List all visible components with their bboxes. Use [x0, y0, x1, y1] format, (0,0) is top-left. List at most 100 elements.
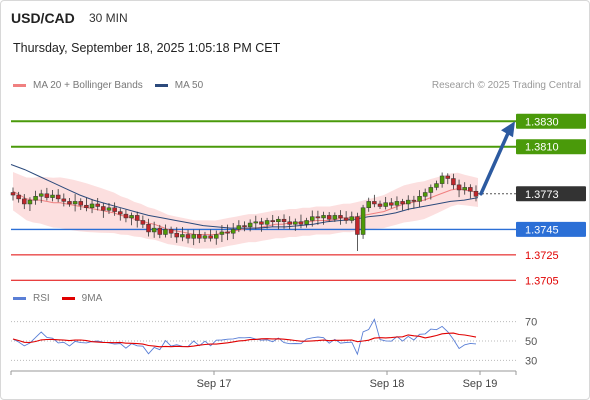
candle-body	[349, 216, 355, 221]
candle-body	[304, 220, 309, 225]
candle-body	[247, 222, 253, 228]
candle-body	[332, 215, 338, 220]
level-label-1.3773: 1.3773	[525, 189, 559, 201]
candle-body	[168, 229, 174, 234]
candle-body	[197, 234, 202, 239]
candle-body	[360, 207, 366, 235]
candle-body	[468, 187, 473, 192]
candle-body	[112, 207, 117, 212]
candle-body	[372, 201, 377, 205]
rsi-level-label-70: 70	[525, 317, 537, 329]
candle-body	[16, 194, 21, 200]
candle-body	[411, 199, 417, 202]
candle-body	[321, 215, 326, 219]
legend-ma20: MA 20 + Bollinger Bands	[13, 80, 143, 91]
candle-body	[253, 221, 259, 224]
price-legend: MA 20 + Bollinger Bands MA 50	[13, 80, 215, 91]
candle-body	[264, 220, 270, 225]
candle-body	[462, 187, 467, 191]
legend-ma20-label: MA 20 + Bollinger Bands	[33, 80, 143, 91]
candle-body	[185, 234, 191, 239]
rsi-line	[12, 318, 477, 356]
candle-body	[225, 231, 230, 234]
interval-label: 30 MIN	[89, 11, 128, 25]
candle-body	[422, 192, 428, 197]
candle-body	[163, 229, 168, 235]
candle-body	[394, 201, 400, 206]
candle-body	[27, 199, 33, 205]
timestamp: Thursday, September 18, 2025 1:05:18 PM …	[13, 41, 281, 55]
candle-body	[191, 234, 196, 239]
rsi-legend: RSI 9MA	[13, 293, 114, 304]
candle-body	[72, 201, 78, 205]
candle-body	[134, 215, 140, 221]
candle-body	[242, 225, 247, 228]
x-tick-label: Sep 19	[463, 378, 498, 390]
candle-body	[445, 175, 451, 179]
credit-text: Research © 2025 Trading Central	[431, 80, 581, 91]
level-badge-1.3810	[516, 139, 586, 155]
x-tick-label: Sep 18	[370, 378, 405, 390]
level-badge-1.3830	[516, 113, 586, 129]
legend-rsi-label: RSI	[33, 293, 50, 304]
candle-body	[400, 201, 405, 205]
candle-body	[89, 203, 95, 209]
candles-group	[10, 172, 479, 252]
candle-body	[298, 221, 304, 225]
candle-body	[219, 231, 225, 235]
candle-body	[439, 175, 445, 184]
candle-body	[230, 229, 236, 234]
level-label-1.3725: 1.3725	[525, 250, 559, 262]
candle-body	[434, 183, 439, 188]
level-label-1.3705: 1.3705	[525, 275, 559, 287]
ma9-swatch	[61, 297, 75, 300]
candle-body	[383, 202, 388, 207]
candle-body	[50, 194, 55, 198]
candle-body	[157, 227, 163, 235]
candle-body	[33, 196, 38, 201]
bollinger-band	[13, 172, 478, 249]
candle-body	[174, 232, 179, 238]
legend-9ma: 9MA	[61, 293, 103, 304]
legend-ma50-label: MA 50	[174, 80, 204, 91]
candle-body	[129, 215, 134, 219]
level-badge-1.3745	[516, 221, 586, 237]
candle-body	[293, 221, 298, 225]
candle-body	[270, 220, 275, 223]
candle-body	[146, 224, 151, 233]
candle-body	[95, 203, 100, 207]
ma20-swatch	[13, 84, 26, 87]
candle-body	[417, 196, 422, 202]
candle-body	[78, 201, 84, 206]
candle-body	[214, 234, 219, 239]
candle-body	[259, 221, 264, 225]
candle-body	[118, 211, 123, 215]
rsi-9ma-line	[12, 332, 477, 348]
candle-body	[55, 194, 61, 200]
forecast-arrow-head	[501, 121, 515, 138]
candle-body	[22, 198, 27, 205]
candle-body	[10, 192, 16, 196]
candle-body	[338, 215, 343, 219]
candle-body	[377, 203, 383, 207]
legend-ma50: MA 50	[154, 80, 204, 91]
candle-body	[236, 225, 242, 230]
candle-body	[276, 218, 281, 223]
candle-body	[405, 199, 411, 205]
candle-body	[202, 235, 208, 239]
forecast-arrow-shaft	[479, 131, 510, 196]
candle-body	[106, 207, 112, 211]
candle-body	[151, 227, 157, 233]
candle-body	[38, 193, 44, 197]
legend-9ma-label: 9MA	[81, 293, 103, 304]
candle-body	[315, 216, 321, 219]
candle-body	[44, 193, 50, 198]
x-tick-label: Sep 17	[197, 378, 232, 390]
legend-rsi: RSI	[13, 293, 50, 304]
candle-body	[180, 234, 185, 238]
rsi-swatch	[13, 297, 26, 300]
candle-body	[67, 201, 72, 205]
candle-body	[123, 213, 129, 219]
candle-body	[355, 216, 360, 235]
candle-body	[310, 216, 315, 221]
